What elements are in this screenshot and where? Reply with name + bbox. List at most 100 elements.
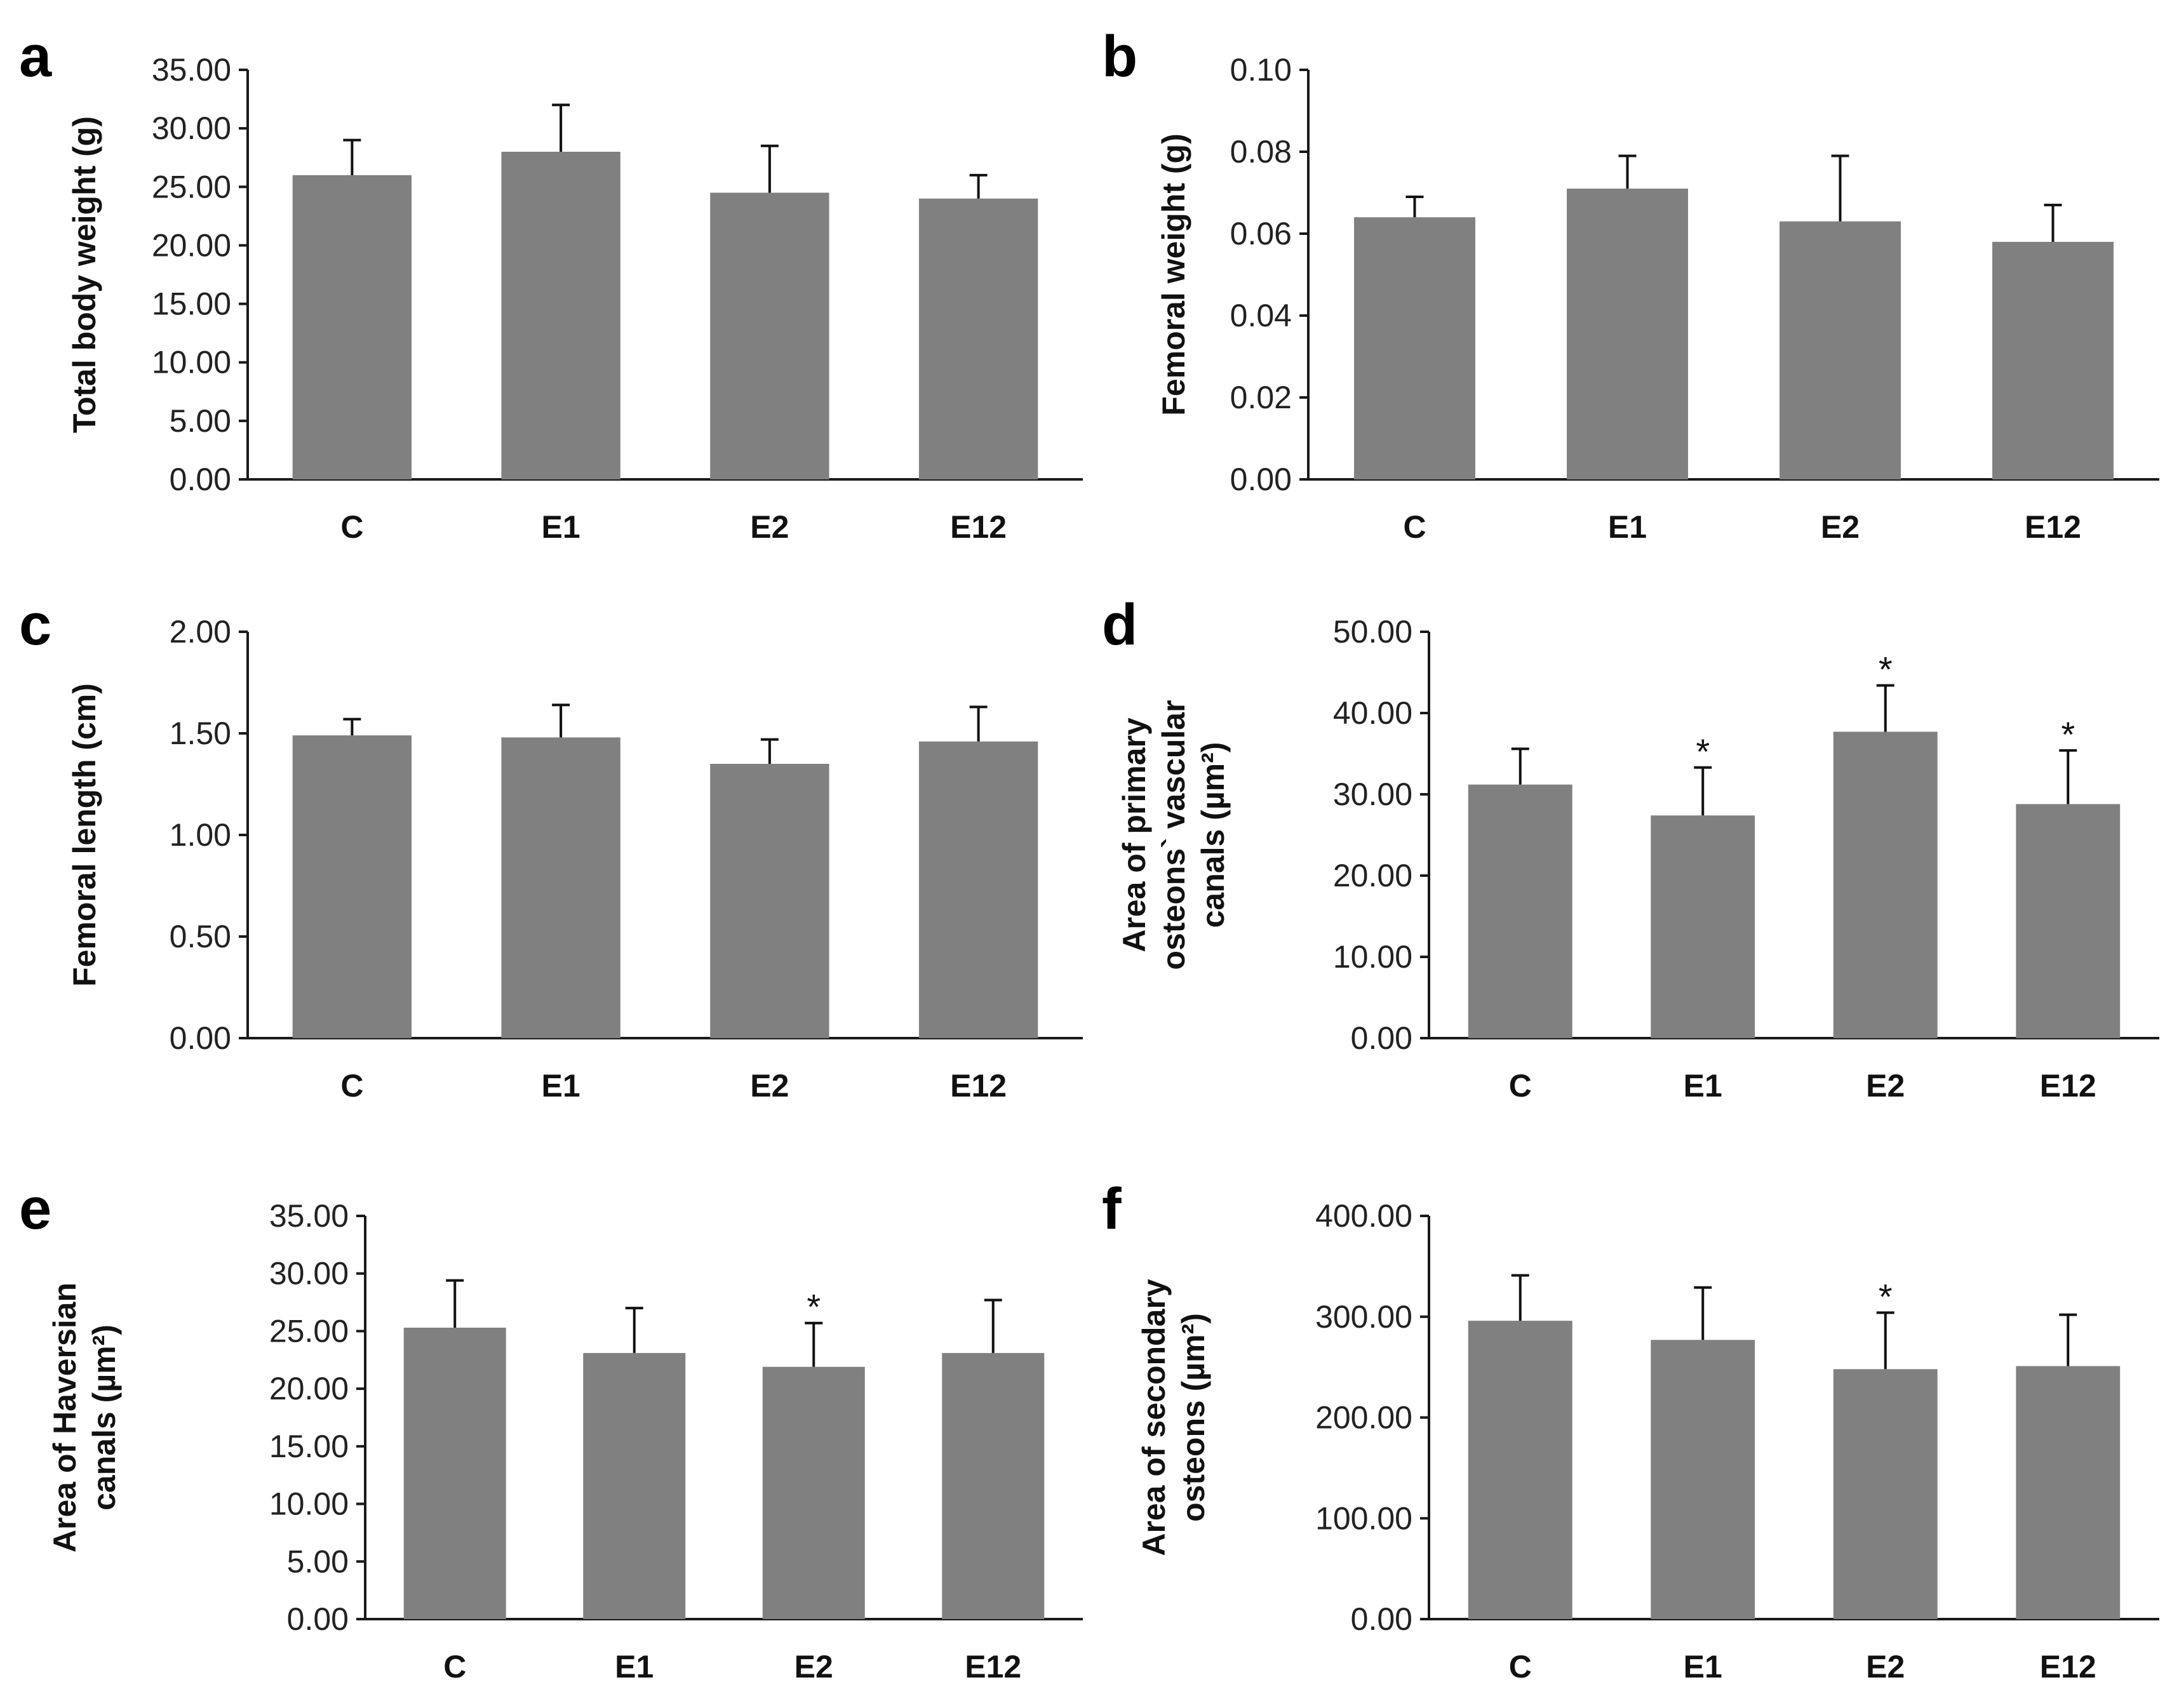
panel-e-y-tick-label: 30.00 bbox=[269, 1256, 349, 1291]
panel-a-y-tick-label: 20.00 bbox=[152, 227, 231, 263]
panel-d-significance-e2: * bbox=[1879, 649, 1893, 689]
panel-a-y-tick-label: 25.00 bbox=[152, 169, 231, 204]
panel-e-y-tick-label: 20.00 bbox=[269, 1371, 349, 1406]
panel-f-y-tick-label: 200.00 bbox=[1315, 1400, 1412, 1436]
panel-d-x-label-c: C bbox=[1509, 1068, 1532, 1104]
panel-d-bar-e2 bbox=[1833, 731, 1938, 1038]
panel-f-x-label-e2: E2 bbox=[1866, 1649, 1905, 1685]
panel-c-y-tick-label: 0.50 bbox=[170, 919, 231, 954]
panel-b-y-tick-label: 0.00 bbox=[1230, 462, 1292, 497]
panel-e-y-tick-label: 10.00 bbox=[269, 1486, 349, 1522]
panel-d-letter: d bbox=[1102, 592, 1137, 657]
panel-b-bar-e2 bbox=[1780, 221, 1901, 479]
panel-b-bar-c bbox=[1354, 217, 1475, 479]
panel-f-y-title-line-2: osteons (µm²) bbox=[1176, 1313, 1211, 1522]
panel-e-x-label-e12: E12 bbox=[965, 1649, 1021, 1685]
panel-e-y-tick-label: 35.00 bbox=[269, 1198, 349, 1234]
panel-b-x-label-e12: E12 bbox=[2025, 509, 2081, 545]
panel-f-significance-e2: * bbox=[1879, 1276, 1893, 1316]
panel-d-y-tick-label: 10.00 bbox=[1333, 939, 1412, 975]
panel-e-y-tick-label: 25.00 bbox=[269, 1313, 349, 1349]
panel-c-x-label-c: C bbox=[340, 1068, 363, 1104]
panel-b-letter: b bbox=[1102, 24, 1137, 89]
panel-d-bar-c bbox=[1468, 784, 1572, 1038]
panel-d-significance-e12: * bbox=[2061, 714, 2075, 754]
panel-b-x-label-e1: E1 bbox=[1608, 509, 1647, 545]
panel-e-y-title-line-1: Area of Haversian bbox=[47, 1283, 83, 1552]
panel-e-letter: e bbox=[19, 1177, 51, 1241]
panel-e-bar-e2 bbox=[762, 1366, 865, 1619]
panel-e-x-label-c: C bbox=[443, 1649, 466, 1685]
panel-c-x-label-e1: E1 bbox=[542, 1068, 580, 1104]
panel-f-y-tick-label: 100.00 bbox=[1315, 1500, 1412, 1536]
panel-d-y-title-line-2: osteons` vascular bbox=[1156, 700, 1191, 970]
panel-c-bar-e1 bbox=[501, 737, 620, 1038]
panel-d-y-tick-label: 40.00 bbox=[1333, 695, 1412, 731]
panel-e-significance-e2: * bbox=[807, 1287, 821, 1327]
panel-a-bar-e12 bbox=[918, 198, 1038, 479]
panel-e-bar-c bbox=[403, 1327, 506, 1619]
panel-b-x-label-c: C bbox=[1403, 509, 1426, 545]
panel-f-x-label-e1: E1 bbox=[1684, 1649, 1722, 1685]
panel-e-x-label-e1: E1 bbox=[615, 1649, 654, 1685]
panel-f-y-tick-label: 0.00 bbox=[1351, 1601, 1412, 1637]
panel-f-bar-e2 bbox=[1833, 1369, 1938, 1619]
panel-a-y-tick-label: 15.00 bbox=[152, 286, 231, 322]
panel-a-x-label-e2: E2 bbox=[750, 509, 789, 545]
panel-b-y-title-line-1: Femoral weight (g) bbox=[1156, 133, 1191, 415]
panel-c-x-label-e12: E12 bbox=[950, 1068, 1007, 1104]
panel-d-bar-e12 bbox=[2016, 804, 2121, 1038]
panel-e-y-tick-label: 5.00 bbox=[287, 1544, 349, 1579]
panel-d-y-tick-label: 0.00 bbox=[1351, 1020, 1412, 1056]
panel-f-y-tick-label: 300.00 bbox=[1315, 1299, 1412, 1335]
panel-a-y-tick-label: 5.00 bbox=[170, 403, 231, 439]
panel-f-bar-e1 bbox=[1651, 1340, 1755, 1619]
panel-a-y-tick-label: 30.00 bbox=[152, 110, 231, 146]
panel-f-y-tick-label: 400.00 bbox=[1315, 1198, 1412, 1234]
panel-a-bar-c bbox=[292, 175, 412, 479]
panel-d-x-label-e1: E1 bbox=[1684, 1068, 1722, 1104]
panel-d-y-tick-label: 30.00 bbox=[1333, 777, 1412, 812]
panel-e-bar-e12 bbox=[942, 1352, 1045, 1619]
panel-d-x-label-e2: E2 bbox=[1866, 1068, 1905, 1104]
panel-c-y-tick-label: 1.50 bbox=[170, 716, 231, 751]
panel-f-bar-e12 bbox=[2016, 1366, 2121, 1619]
panel-f-x-label-c: C bbox=[1509, 1649, 1532, 1685]
panel-c-bar-c bbox=[292, 735, 412, 1038]
panel-a-bar-e1 bbox=[501, 152, 620, 479]
panel-f-letter: f bbox=[1102, 1177, 1122, 1241]
panel-f-bar-c bbox=[1468, 1321, 1572, 1619]
panel-e-y-tick-label: 0.00 bbox=[287, 1601, 349, 1637]
panel-d-y-tick-label: 20.00 bbox=[1333, 858, 1412, 893]
panel-b-y-tick-label: 0.02 bbox=[1230, 380, 1292, 415]
panel-c-x-label-e2: E2 bbox=[750, 1068, 789, 1104]
panel-c-y-tick-label: 2.00 bbox=[170, 614, 231, 650]
panel-e-x-label-e2: E2 bbox=[794, 1649, 833, 1685]
panel-a-x-label-e12: E12 bbox=[950, 509, 1007, 545]
panel-f-x-label-e12: E12 bbox=[2040, 1649, 2096, 1685]
panel-d-x-label-e12: E12 bbox=[2040, 1068, 2096, 1104]
panel-e-y-tick-label: 15.00 bbox=[269, 1429, 349, 1464]
panel-c-y-tick-label: 1.00 bbox=[170, 817, 231, 853]
panel-c-y-title-line-1: Femoral length (cm) bbox=[67, 683, 102, 987]
panel-f-y-title-line-1: Area of secondary bbox=[1136, 1279, 1172, 1556]
panel-d-bar-e1 bbox=[1651, 815, 1755, 1038]
panel-b-y-tick-label: 0.06 bbox=[1230, 216, 1292, 251]
panel-a-y-tick-label: 0.00 bbox=[170, 462, 231, 497]
panel-b-y-tick-label: 0.10 bbox=[1230, 52, 1292, 88]
panel-a-letter: a bbox=[19, 24, 52, 89]
panel-b-y-tick-label: 0.08 bbox=[1230, 134, 1292, 170]
panel-c-y-tick-label: 0.00 bbox=[170, 1020, 231, 1056]
panel-c-bar-e12 bbox=[918, 741, 1038, 1038]
panel-b-y-tick-label: 0.04 bbox=[1230, 298, 1292, 333]
panel-e-bar-e1 bbox=[583, 1352, 686, 1619]
panel-c-letter: c bbox=[19, 592, 51, 657]
panel-a-bar-e2 bbox=[710, 192, 829, 479]
panel-b-bar-e12 bbox=[1992, 241, 2114, 479]
panel-b-bar-e1 bbox=[1567, 189, 1688, 479]
panel-e-y-title-line-2: canals (µm²) bbox=[86, 1324, 122, 1511]
panel-d-y-tick-label: 50.00 bbox=[1333, 614, 1412, 650]
panel-d-y-title-line-1: Area of primary bbox=[1116, 717, 1152, 952]
panel-b-x-label-e2: E2 bbox=[1821, 509, 1860, 545]
